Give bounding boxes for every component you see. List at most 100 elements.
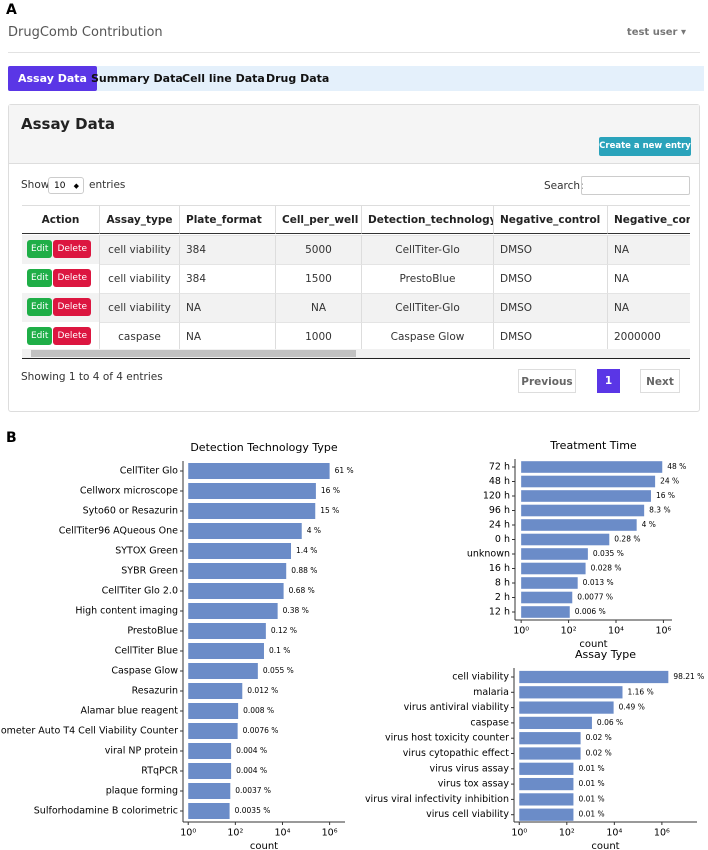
delete-button[interactable]: Delete [53, 269, 92, 287]
tab[interactable]: Assay Data [8, 66, 97, 91]
next-button[interactable]: Next [640, 369, 680, 393]
bar-label: 0.06 % [597, 718, 623, 727]
table-cell: DMSO [494, 293, 608, 322]
bar [519, 686, 623, 699]
bar-label: 0.02 % [586, 749, 612, 758]
category-label: virus cytopathic effect [403, 748, 509, 759]
bar [521, 577, 578, 589]
category-label: Cellometer Auto T4 Cell Viability Counte… [0, 726, 178, 737]
category-label: Alamar blue reagent [80, 706, 178, 717]
x-tick-label: 10² [559, 828, 575, 839]
bar [521, 548, 588, 560]
category-label: Caspase Glow [111, 666, 178, 677]
bar [188, 763, 232, 779]
panel-label: A [6, 2, 17, 18]
column-header[interactable]: Cell_per_well [276, 206, 362, 234]
bar-label: 16 % [321, 486, 340, 495]
x-tick-label: 10⁶ [655, 626, 671, 637]
bar [519, 762, 574, 775]
category-label: 120 h [483, 491, 510, 502]
table-cell: cell viability [100, 293, 180, 322]
table-cell: PrestoBlue [362, 264, 494, 293]
card-header [9, 105, 699, 164]
x-tick-label: 10⁰ [511, 828, 527, 839]
bar [188, 743, 232, 759]
bar [521, 519, 637, 531]
bar-label: 0.01 % [578, 779, 604, 788]
bar [519, 701, 614, 714]
category-label: Syto60 or Resazurin [83, 506, 178, 517]
category-label: 8 h [495, 578, 510, 589]
divider [8, 52, 700, 53]
bar [521, 504, 645, 517]
category-label: 24 h [489, 520, 510, 531]
delete-button[interactable]: Delete [53, 240, 92, 258]
action-cell: Edit Delete [22, 322, 100, 350]
bar-label: 0.008 % [243, 706, 274, 715]
edit-button[interactable]: Edit [27, 269, 53, 287]
bar-label: 24 % [660, 477, 679, 486]
table-cell: NA [276, 293, 362, 322]
bar [188, 543, 292, 559]
column-header[interactable]: Action [22, 206, 100, 234]
category-label: 2 h [495, 592, 510, 603]
x-tick-label: 10⁶ [322, 828, 338, 839]
column-header[interactable]: Negative_contr [608, 206, 690, 234]
table-cell: 384 [180, 235, 276, 264]
column-header[interactable]: Plate_format [180, 206, 276, 234]
category-label: unknown [467, 549, 510, 560]
x-tick-label: 10⁰ [513, 626, 529, 637]
bar-label: 0.01 % [578, 764, 604, 773]
category-label: CellTiter Glo 2.0 [102, 586, 178, 597]
bar [519, 716, 592, 730]
bar-label: 1.16 % [627, 687, 653, 696]
x-tick-label: 10² [561, 626, 577, 637]
create-button[interactable]: Create a new entry [599, 137, 691, 156]
previous-button[interactable]: Previous [518, 369, 576, 393]
entries-select[interactable]: 10 ◆ [48, 177, 84, 194]
bar [188, 523, 302, 539]
table-cell: NA [180, 293, 276, 322]
table-cell: DMSO [494, 235, 608, 264]
chart-title: Detection Technology Type [190, 441, 338, 454]
scroll-thumb[interactable] [31, 350, 356, 357]
delete-button[interactable]: Delete [53, 298, 92, 316]
edit-button[interactable]: Edit [27, 240, 53, 258]
column-header[interactable]: Detection_technology [362, 206, 494, 234]
column-header[interactable]: Negative_control [494, 206, 608, 234]
search-input[interactable] [581, 176, 690, 195]
table-cell: 2000000 [608, 322, 690, 350]
x-axis-label: count [579, 639, 607, 650]
x-tick-label: 10⁴ [275, 828, 291, 839]
tab[interactable]: Cell line Data [182, 72, 265, 85]
x-axis-label: count [250, 841, 278, 850]
user-menu[interactable]: test user ▾ [626, 27, 686, 38]
bar-label: 0.0037 % [235, 786, 271, 795]
bar [188, 643, 264, 659]
scrollbar[interactable] [22, 349, 690, 359]
category-label: High content imaging [75, 606, 178, 617]
action-cell: Edit Delete [22, 293, 100, 322]
table-cell: NA [608, 235, 690, 264]
brand[interactable]: DrugComb Contribution [8, 25, 163, 40]
delete-button[interactable]: Delete [53, 327, 92, 345]
bar [519, 777, 574, 791]
bar-label: 0.02 % [586, 733, 612, 742]
bar-label: 48 % [667, 462, 686, 471]
bar [188, 703, 239, 719]
tab[interactable]: Summary Data [91, 72, 183, 85]
page-button[interactable]: 1 [597, 369, 620, 393]
bar-label: 0.01 % [578, 810, 604, 819]
category-label: virus tox assay [438, 779, 510, 790]
bar [519, 747, 581, 760]
edit-button[interactable]: Edit [27, 298, 53, 316]
bar [519, 808, 574, 821]
tab-bar [8, 66, 704, 91]
bar-label: 0.28 % [614, 535, 640, 544]
x-tick-label: 10⁰ [180, 828, 196, 839]
tab[interactable]: Drug Data [266, 72, 330, 85]
edit-button[interactable]: Edit [27, 327, 53, 345]
bar-label: 0.1 % [269, 646, 290, 655]
column-header[interactable]: Assay_type [100, 206, 180, 234]
chart-title: Treatment Time [549, 439, 637, 452]
